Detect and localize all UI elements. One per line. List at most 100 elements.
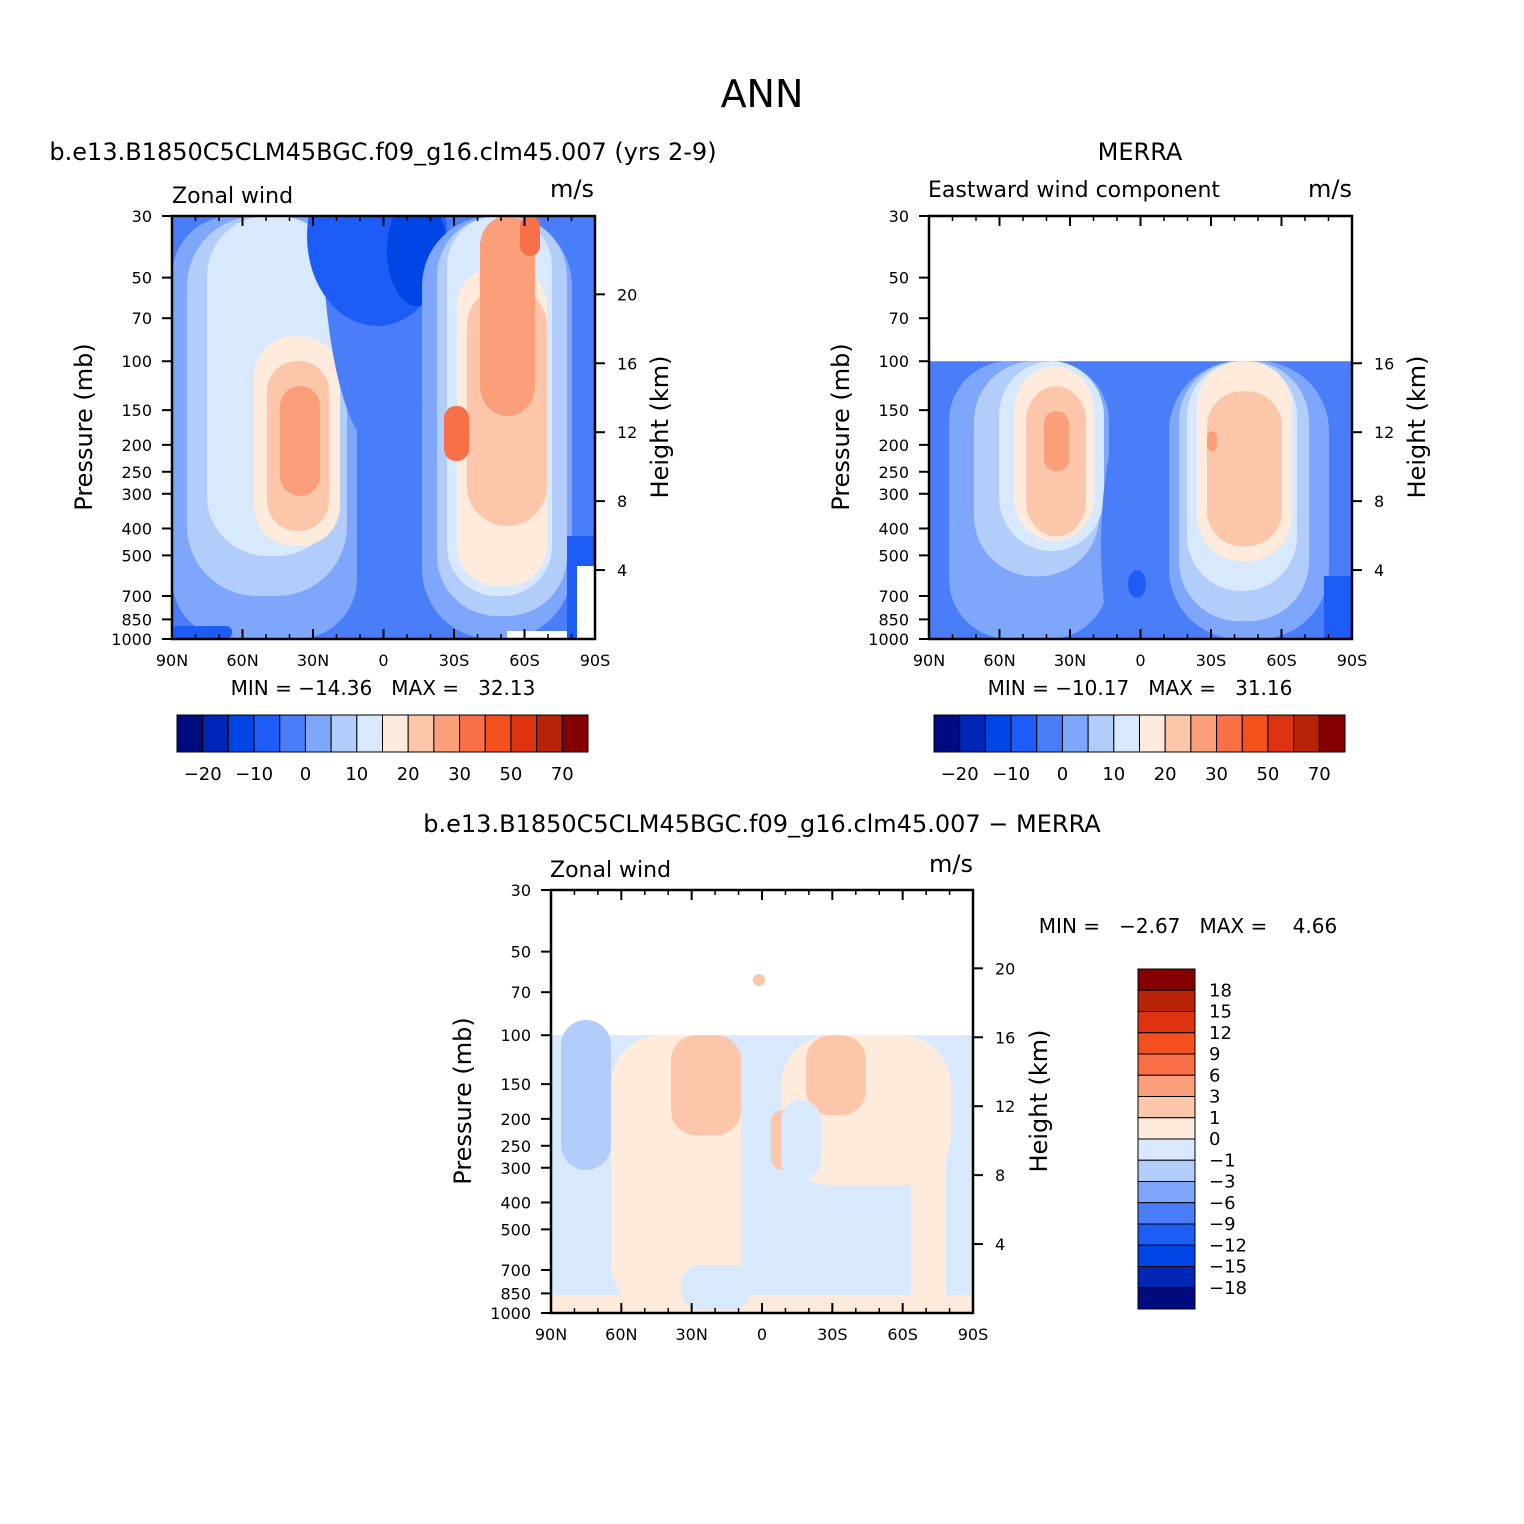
colorbar-swatch <box>407 714 435 753</box>
x-tick-label: 90S <box>1337 651 1368 670</box>
colorbar: −20 −10 0 10 20 30 50 70 <box>176 714 589 785</box>
panel-title: b.e13.B1850C5CLM45BGC.f09_g16.clm45.007 … <box>49 138 716 166</box>
y-right-tick-label: 8 <box>1374 492 1384 511</box>
variable-label: Zonal wind <box>172 184 293 209</box>
x-tick-label: 90N <box>913 651 945 670</box>
colorbar-label: 15 <box>1209 1002 1232 1023</box>
colorbar-swatch <box>1137 1223 1196 1246</box>
colorbar-label: 70 <box>551 764 574 785</box>
colorbar-swatch <box>330 714 358 753</box>
y-tick-label: 50 <box>511 943 531 962</box>
y-tick-label: 200 <box>500 1110 531 1129</box>
colorbar-swatch <box>227 714 255 753</box>
y-tick-label: 50 <box>132 269 152 288</box>
y-tick-label: 250 <box>121 463 152 482</box>
units-label: m/s <box>929 850 973 878</box>
y-tick-label: 400 <box>878 519 909 538</box>
colorbar-swatch <box>176 714 204 753</box>
colorbar-swatch <box>1137 1096 1196 1119</box>
colorbar-label: −20 <box>184 764 222 785</box>
y-right-tick-label: 16 <box>617 354 637 373</box>
colorbar-swatch <box>1137 1181 1196 1204</box>
y-right-tick-label: 12 <box>617 423 637 442</box>
y-tick-label: 300 <box>500 1159 531 1178</box>
y-tick-label: 70 <box>132 309 152 328</box>
colorbar-swatch <box>1164 714 1192 753</box>
y-tick-label: 200 <box>121 436 152 455</box>
y-right-tick-label: 12 <box>1374 423 1394 442</box>
colorbar-swatch <box>1036 714 1063 753</box>
x-tick-label: 60S <box>509 651 540 670</box>
y-tick-label: 850 <box>121 610 152 629</box>
contour-field <box>551 974 973 1313</box>
x-tick-label: 30N <box>297 651 329 670</box>
colorbar-swatch <box>1010 714 1038 753</box>
contour-field <box>929 361 1352 639</box>
x-tick-label: 30S <box>439 651 470 670</box>
y-tick-label: 1000 <box>868 630 909 649</box>
colorbar-label: 50 <box>1256 764 1279 785</box>
y-right-tick-label: 8 <box>617 492 627 511</box>
x-tick-label: 90S <box>580 651 611 670</box>
colorbar-swatch <box>253 714 281 753</box>
colorbar-label: 30 <box>448 764 471 785</box>
panel-obs: MERRA Eastward wind component m/s 90N 60N… <box>827 138 1431 785</box>
colorbar-swatch <box>1267 714 1295 753</box>
axes: 90N 60N 30N 0 30S 60S 90S 30 50 70 100 150 200 250 300… <box>868 207 1394 670</box>
x-tick-label: 60S <box>887 1325 918 1344</box>
colorbar-label: −1 <box>1209 1150 1236 1171</box>
colorbar-swatch <box>1137 989 1196 1012</box>
y-tick-label: 250 <box>500 1137 531 1156</box>
colorbar-label: 30 <box>1205 764 1228 785</box>
x-tick-label: 60N <box>983 651 1015 670</box>
x-tick-label: 60N <box>605 1325 637 1344</box>
variable-label: Zonal wind <box>550 858 671 883</box>
colorbar-swatch <box>1190 714 1218 753</box>
min-max-text: MIN = −2.67 MAX = 4.66 <box>1039 914 1337 938</box>
x-tick-label: 90S <box>958 1325 989 1344</box>
x-tick-label: 30N <box>676 1325 708 1344</box>
colorbar-swatch <box>1137 1244 1196 1267</box>
y-tick-label: 30 <box>889 207 909 226</box>
colorbar-swatch <box>1137 1117 1196 1140</box>
page-title: ANN <box>721 72 804 116</box>
ylabel-right: Height (km) <box>646 356 674 499</box>
colorbar-swatch <box>1241 714 1269 753</box>
y-tick-label: 300 <box>121 485 152 504</box>
y-tick-label: 70 <box>511 983 531 1002</box>
colorbar-label: 6 <box>1209 1065 1220 1086</box>
x-tick-label: 30S <box>1196 651 1227 670</box>
colorbar-swatch <box>536 714 563 753</box>
colorbar-swatch <box>433 714 461 753</box>
axes: 90N 60N 30N 0 30S 60S 90S 30 50 70 100 150 200 250 300… <box>490 881 1015 1344</box>
colorbar-swatch <box>304 714 332 753</box>
y-right-tick-label: 12 <box>995 1097 1015 1116</box>
colorbar-swatch <box>1137 1011 1196 1034</box>
colorbar-swatch <box>459 714 486 753</box>
y-tick-label: 30 <box>511 881 531 900</box>
colorbar-swatch <box>1061 714 1089 753</box>
y-tick-label: 200 <box>878 436 909 455</box>
y-tick-label: 500 <box>500 1220 531 1239</box>
colorbar-label: −12 <box>1209 1235 1247 1256</box>
colorbar-swatch <box>959 714 986 753</box>
colorbar-label: 0 <box>300 764 311 785</box>
ylabel: Pressure (mb) <box>70 343 98 510</box>
min-max-text: MIN = −14.36 MAX = 32.13 <box>231 676 536 700</box>
y-tick-label: 500 <box>121 546 152 565</box>
colorbar-swatch <box>382 714 409 753</box>
x-tick-label: 60N <box>226 651 258 670</box>
colorbar-swatch <box>279 714 306 753</box>
x-tick-label: 0 <box>757 1325 767 1344</box>
colorbar-swatch <box>1137 1032 1196 1055</box>
x-tick-label: 90N <box>156 651 188 670</box>
y-right-tick-label: 4 <box>995 1235 1005 1254</box>
units-label: m/s <box>550 175 594 203</box>
colorbar-swatch <box>1137 1266 1196 1289</box>
colorbar-swatch <box>202 714 229 753</box>
panel-model: b.e13.B1850C5CLM45BGC.f09_g16.clm45.007 … <box>49 138 716 785</box>
y-tick-label: 70 <box>889 309 909 328</box>
colorbar-label: 10 <box>345 764 368 785</box>
colorbar-label: 3 <box>1209 1087 1220 1108</box>
x-tick-label: 60S <box>1266 651 1297 670</box>
